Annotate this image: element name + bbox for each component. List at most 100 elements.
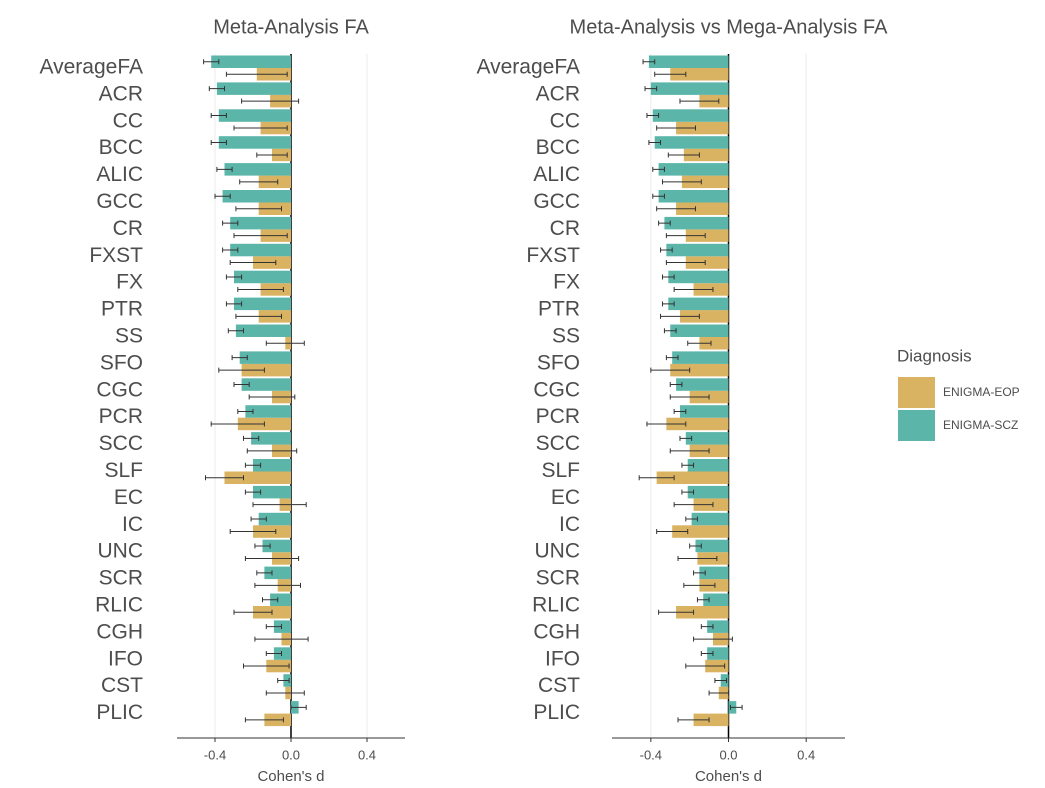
bar	[224, 163, 291, 176]
legend-title: Diagnosis	[897, 346, 972, 365]
y-tick-label: ACR	[536, 82, 580, 105]
error-bar	[656, 206, 696, 212]
y-tick-label: PLIC	[533, 701, 580, 724]
error-bar	[203, 59, 220, 65]
y-tick-label: ALIC	[96, 163, 143, 186]
error-bar	[652, 166, 665, 172]
error-bar	[679, 435, 693, 441]
bar	[218, 136, 291, 149]
error-bar	[646, 421, 687, 427]
bar	[216, 82, 291, 95]
error-bar	[265, 624, 282, 630]
error-bar	[648, 139, 662, 145]
x-tick-label: 0.4	[797, 747, 815, 762]
error-bar	[254, 543, 271, 549]
error-bar	[250, 516, 267, 522]
error-bar	[239, 179, 279, 185]
error-bar	[660, 313, 700, 319]
error-bar	[660, 247, 673, 253]
y-tick-label: SCC	[99, 432, 143, 455]
bar	[234, 270, 291, 284]
bar	[668, 270, 729, 284]
error-bar	[683, 582, 716, 588]
error-bar	[210, 421, 265, 427]
error-bar	[654, 71, 687, 77]
y-tick-label: CST	[538, 674, 580, 697]
y-tick-label: SFO	[100, 351, 143, 374]
error-bar	[225, 71, 288, 77]
error-bar	[677, 717, 710, 723]
y-tick-label: CGC	[533, 378, 580, 401]
error-bar	[225, 301, 243, 307]
bar	[230, 216, 291, 230]
error-bar	[277, 677, 290, 683]
x-tick-label: 0.4	[358, 747, 376, 762]
y-tick-label: ALIC	[533, 163, 580, 186]
y-tick-label: SFO	[537, 351, 580, 374]
error-bar	[229, 529, 277, 535]
y-tick-label: SCR	[99, 567, 143, 590]
error-bar	[669, 382, 683, 388]
x-tick-label: -0.4	[640, 747, 662, 762]
y-tick-label: BCC	[536, 136, 580, 159]
y-tick-label: IFO	[545, 647, 580, 670]
error-bar	[652, 193, 665, 199]
error-bar	[254, 636, 309, 642]
bar	[652, 109, 729, 122]
bar	[253, 459, 291, 472]
x-tick-label: 0.0	[719, 747, 737, 762]
y-tick-label: PTR	[538, 298, 580, 321]
bar	[676, 202, 729, 215]
bar	[699, 566, 729, 580]
bar	[693, 713, 729, 727]
error-bar	[661, 301, 675, 307]
error-bar	[663, 328, 677, 334]
y-tick-label: CR	[550, 217, 580, 240]
error-bar	[700, 651, 714, 657]
error-bar	[669, 448, 710, 454]
bar	[654, 136, 729, 149]
error-bar	[673, 408, 687, 414]
x-tick-label: 0.0	[282, 747, 300, 762]
bar	[245, 405, 291, 418]
error-bar	[256, 152, 288, 158]
error-bar	[233, 125, 288, 131]
y-tick-label: CC	[550, 109, 580, 132]
bar	[695, 539, 729, 553]
x-axis-label: Cohen's d	[257, 768, 324, 785]
bar	[235, 324, 291, 337]
y-tick-label: CST	[101, 674, 143, 697]
bar	[273, 620, 291, 633]
x-tick-label: -0.4	[204, 747, 226, 762]
legend-label: ENIGMA-SCZ	[943, 418, 1018, 432]
error-bar	[714, 677, 728, 683]
bar	[676, 378, 729, 391]
error-bar	[244, 462, 262, 468]
error-bar	[205, 475, 244, 481]
error-bar	[231, 355, 248, 361]
error-bar	[243, 663, 290, 669]
bar	[676, 121, 729, 135]
y-tick-label: SCC	[536, 432, 580, 455]
y-tick-label: PLIC	[96, 701, 143, 724]
error-bar	[669, 394, 710, 400]
error-bar	[214, 193, 231, 199]
bar	[222, 190, 291, 203]
error-bar	[673, 502, 714, 508]
bar	[685, 432, 729, 445]
error-bar	[254, 582, 301, 588]
y-tick-label: GCC	[533, 190, 580, 213]
y-tick-label: FX	[116, 271, 143, 294]
chart-title: Meta-Analysis FA	[213, 16, 369, 38]
error-bar	[225, 274, 243, 280]
bar	[670, 68, 729, 81]
y-tick-label: GCC	[96, 190, 143, 213]
error-bar	[246, 448, 298, 454]
error-bar	[665, 260, 706, 266]
bar	[672, 351, 729, 364]
y-tick-label: FXST	[526, 244, 580, 267]
error-bar	[244, 717, 284, 723]
error-bar	[696, 597, 710, 603]
y-tick-label: AverageFA	[39, 56, 143, 79]
error-bar	[265, 690, 305, 696]
